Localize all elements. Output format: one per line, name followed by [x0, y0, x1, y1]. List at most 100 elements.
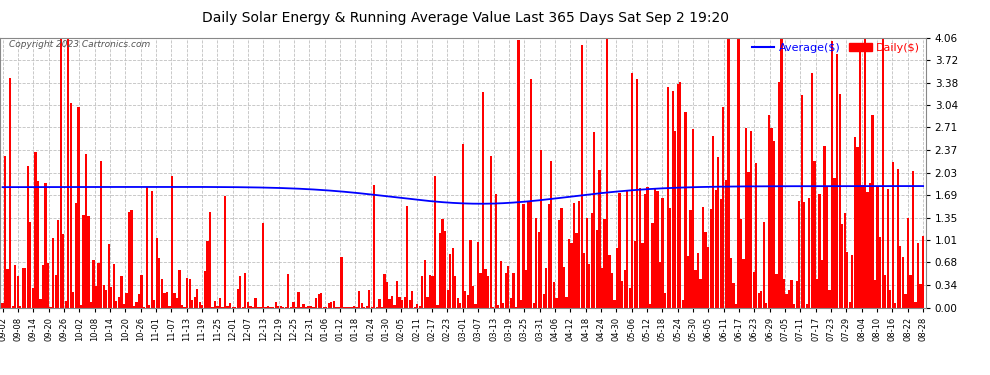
Bar [62, 234, 64, 308]
Bar [472, 286, 474, 308]
Bar [118, 297, 120, 307]
Bar [829, 290, 831, 308]
Bar [383, 274, 385, 308]
Bar [279, 306, 282, 308]
Bar [188, 279, 191, 308]
Bar [601, 268, 603, 308]
Bar [644, 194, 646, 308]
Bar [634, 242, 636, 308]
Bar [780, 38, 783, 308]
Bar [368, 290, 370, 308]
Bar [469, 240, 471, 308]
Bar [892, 162, 894, 308]
Bar [199, 302, 201, 307]
Bar [19, 306, 22, 308]
Bar [523, 204, 525, 308]
Bar [393, 305, 396, 308]
Bar [796, 281, 798, 308]
Bar [126, 293, 128, 308]
Bar [492, 307, 494, 308]
Bar [684, 112, 686, 308]
Bar [750, 130, 752, 308]
Bar [459, 303, 461, 307]
Bar [123, 304, 125, 307]
Bar [7, 269, 9, 308]
Bar [181, 306, 183, 308]
Bar [442, 219, 444, 308]
Bar [842, 224, 843, 308]
Bar [735, 304, 738, 307]
Bar [163, 293, 165, 308]
Bar [803, 201, 806, 308]
Bar [907, 218, 909, 308]
Bar [712, 136, 715, 308]
Bar [9, 78, 11, 308]
Bar [575, 233, 578, 308]
Bar [416, 304, 419, 307]
Bar [484, 269, 487, 308]
Bar [148, 306, 150, 308]
Bar [609, 255, 611, 308]
Bar [866, 192, 868, 308]
Bar [505, 273, 507, 308]
Bar [333, 301, 335, 307]
Bar [821, 260, 823, 308]
Bar [173, 293, 175, 308]
Bar [341, 257, 343, 307]
Bar [456, 298, 459, 307]
Bar [694, 270, 697, 308]
Bar [881, 38, 884, 308]
Bar [707, 247, 709, 308]
Bar [591, 213, 593, 308]
Bar [876, 187, 879, 308]
Bar [606, 38, 608, 308]
Bar [1, 303, 4, 307]
Bar [801, 95, 803, 308]
Bar [27, 166, 29, 308]
Bar [783, 279, 785, 308]
Bar [744, 128, 747, 308]
Bar [757, 293, 760, 308]
Bar [295, 307, 297, 308]
Bar [277, 306, 279, 308]
Bar [136, 302, 138, 307]
Bar [570, 243, 572, 308]
Bar [568, 239, 570, 308]
Bar [227, 306, 229, 308]
Bar [171, 176, 173, 308]
Bar [502, 303, 505, 307]
Bar [90, 302, 92, 307]
Bar [816, 279, 818, 308]
Bar [434, 176, 437, 308]
Bar [287, 274, 289, 308]
Bar [373, 184, 375, 308]
Bar [603, 219, 606, 308]
Bar [899, 246, 902, 308]
Bar [35, 152, 37, 308]
Bar [902, 257, 904, 307]
Bar [262, 223, 264, 308]
Bar [274, 303, 277, 307]
Bar [437, 306, 439, 308]
Bar [449, 254, 451, 308]
Bar [518, 40, 520, 308]
Bar [648, 304, 651, 307]
Bar [446, 290, 448, 308]
Bar [687, 256, 689, 307]
Bar [113, 264, 115, 308]
Bar [158, 258, 160, 308]
Bar [778, 82, 780, 308]
Bar [894, 303, 896, 307]
Bar [755, 164, 757, 308]
Bar [240, 276, 242, 308]
Bar [464, 291, 466, 308]
Bar [884, 274, 886, 308]
Bar [45, 183, 47, 308]
Bar [178, 270, 181, 308]
Bar [454, 276, 456, 308]
Bar [596, 230, 598, 308]
Bar [530, 79, 533, 308]
Bar [474, 304, 476, 307]
Bar [846, 252, 848, 308]
Bar [831, 41, 834, 308]
